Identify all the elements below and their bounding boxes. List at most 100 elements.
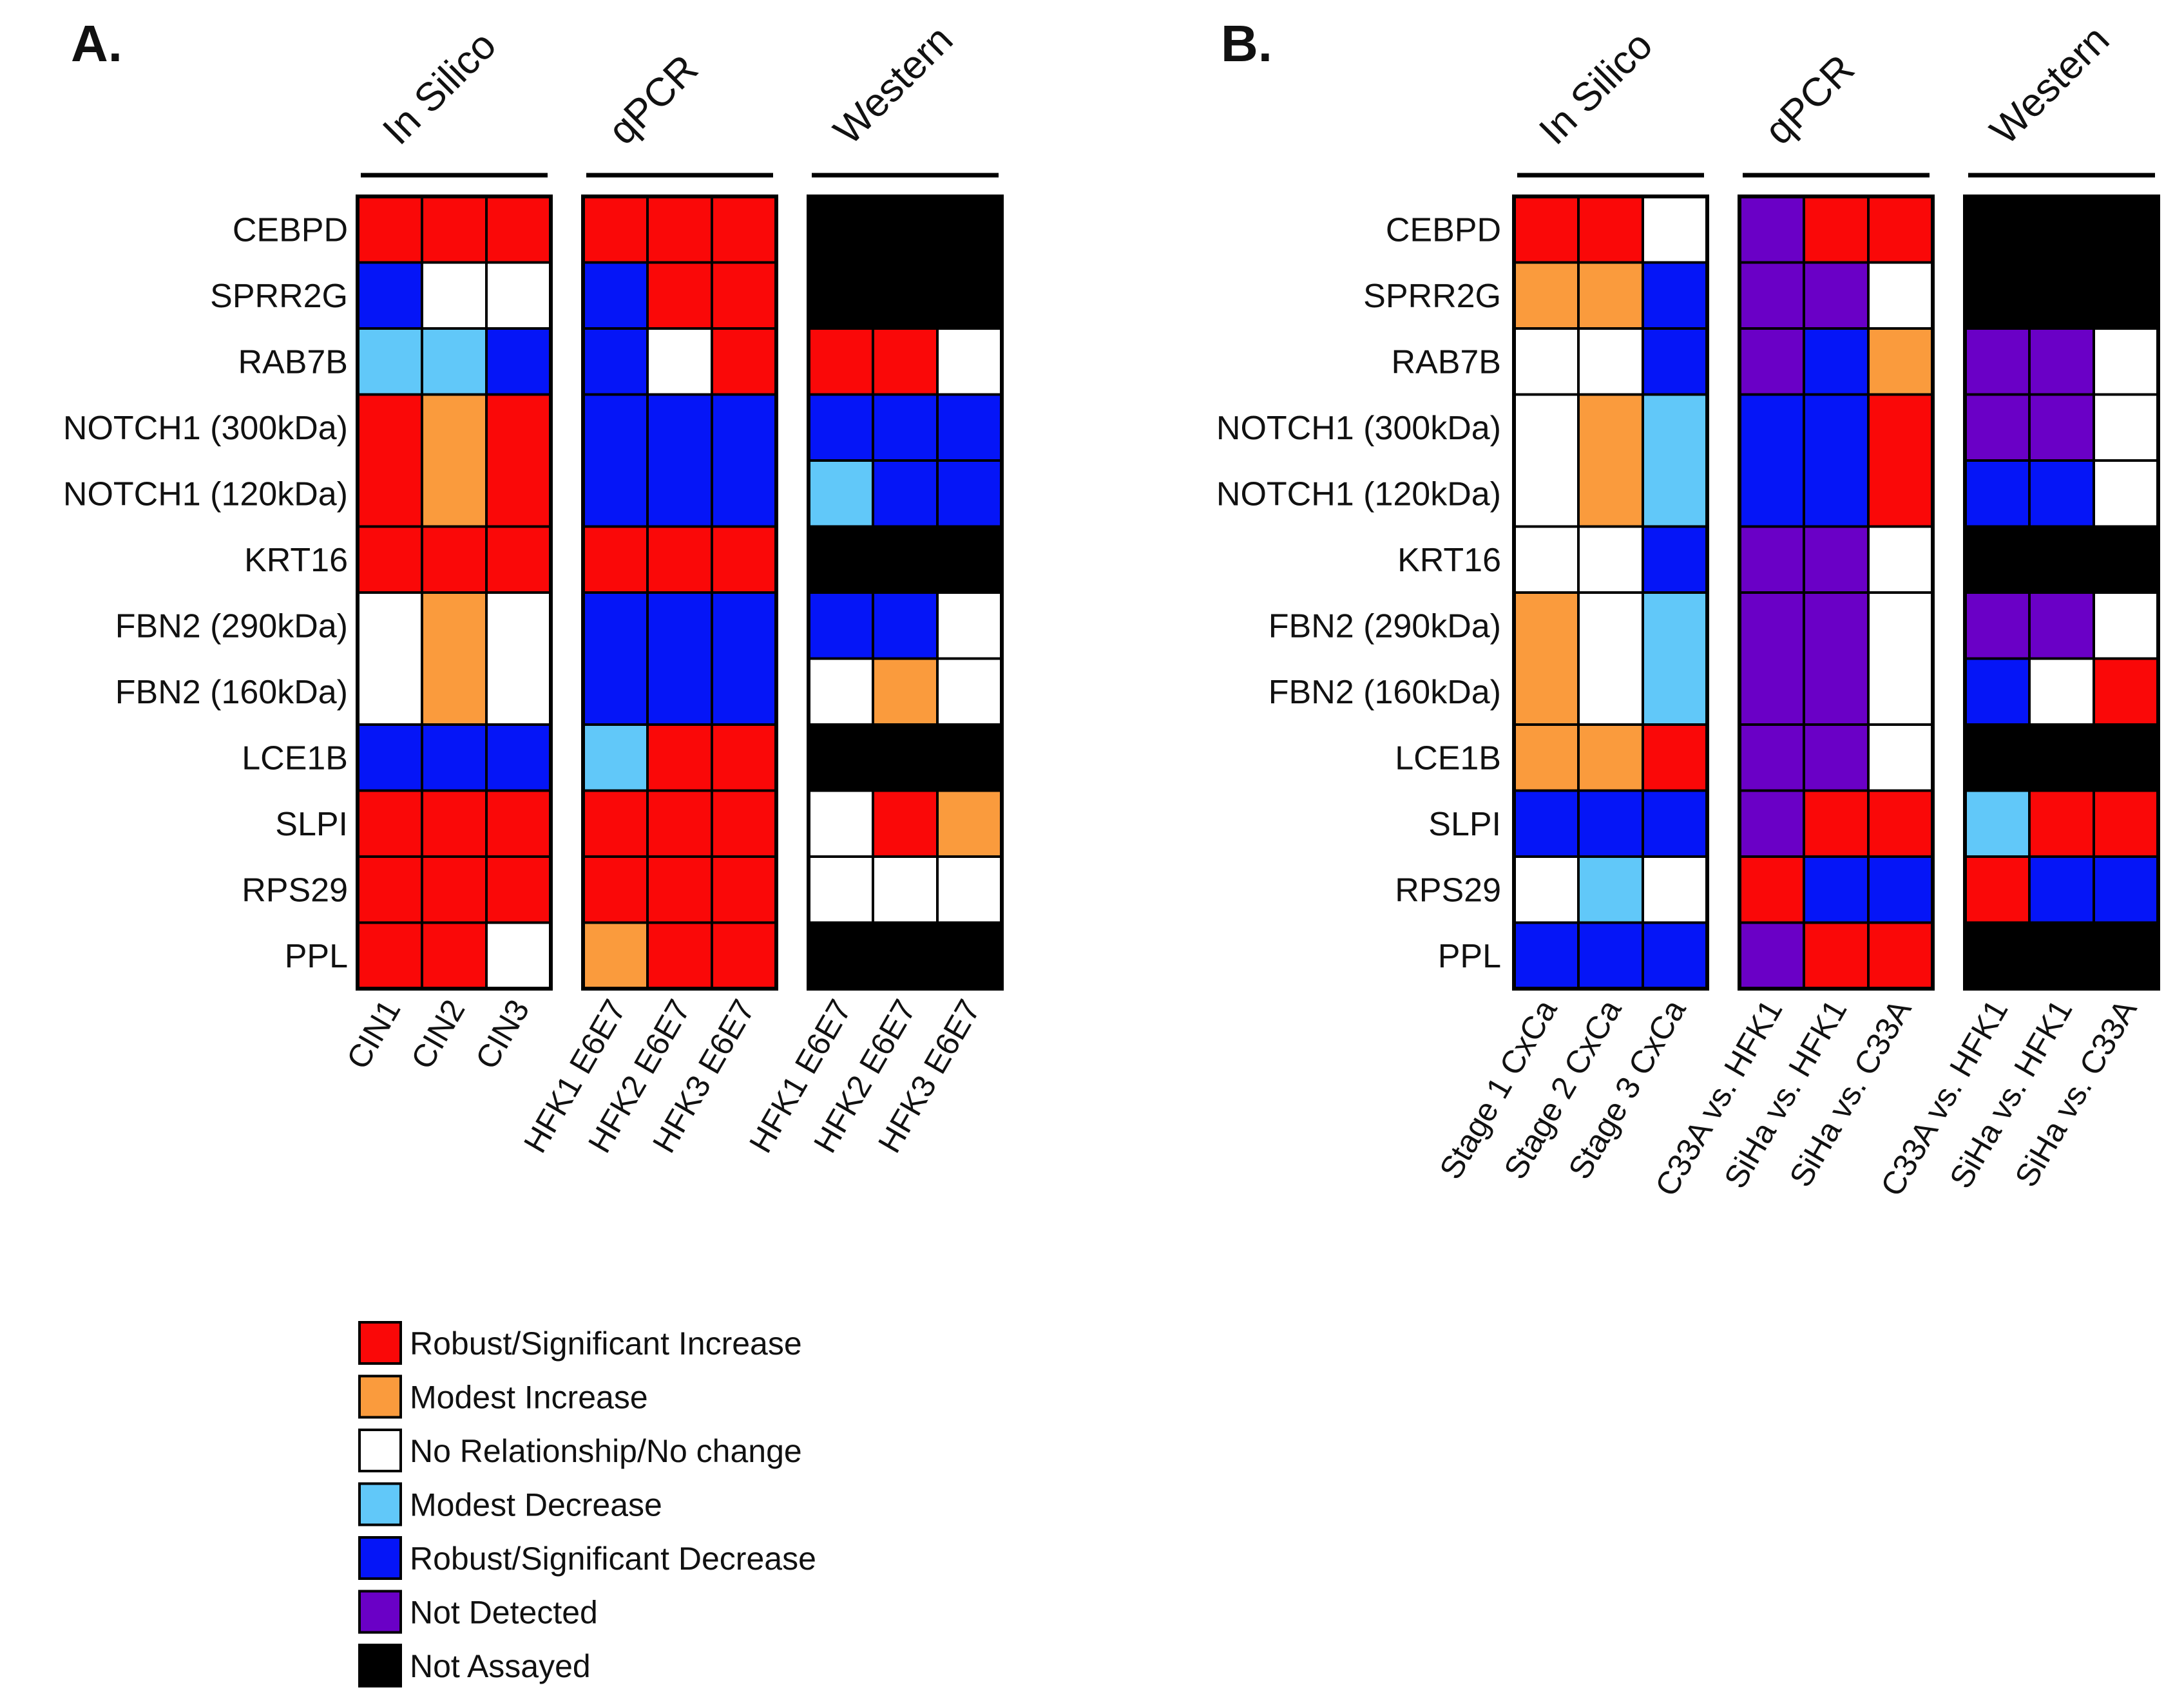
heatmap-cell	[2028, 327, 2095, 396]
panel-a: A. CEBPD SPRR2G RAB7B NOTCH1 (300kDa) NOTCH1 …	[63, 15, 1004, 1159]
heatmap-cell	[646, 591, 713, 726]
heatmap-cell	[2028, 789, 2095, 858]
heatmap-cell	[1803, 921, 1870, 990]
heatmap-cell	[421, 855, 488, 924]
heatmap-cell	[582, 591, 649, 726]
legend-item-modest-increase: Modest Increase	[358, 1374, 648, 1419]
heatmap-cell	[1642, 723, 1709, 792]
heatmap-cell	[1642, 327, 1709, 396]
legend-label: Robust/Significant Increase	[410, 1326, 802, 1362]
group-title: Western	[825, 17, 961, 153]
row-label-rps29: RPS29	[1395, 871, 1501, 909]
heatmap-cell	[711, 921, 778, 990]
legend-item-robust-significant-decrease: Robust/Significant Decrease	[358, 1536, 816, 1580]
panel-letter: A.	[71, 15, 122, 72]
legend-item-modest-decrease: Modest Decrease	[358, 1482, 662, 1526]
heatmap-cell	[1738, 261, 1805, 330]
heatmap-cell	[1964, 591, 2031, 660]
heatmap-cell	[582, 789, 649, 858]
heatmap-cell	[582, 261, 649, 330]
heatmap-cell	[1513, 195, 1580, 264]
heatmap-cell	[2093, 657, 2160, 726]
heatmap-cell	[872, 789, 939, 858]
heatmap-cell	[807, 723, 1003, 792]
heatmap-cell	[582, 393, 649, 528]
heatmap-cell	[1642, 789, 1709, 858]
heatmap-cell	[1964, 525, 2160, 594]
heatmap-cell	[2093, 789, 2160, 858]
heatmap-cell	[711, 195, 778, 264]
heatmap-cell	[1738, 921, 1805, 990]
row-label-rab7b: RAB7B	[238, 343, 348, 381]
row-label-fbn2-290kda: FBN2 (290kDa)	[115, 607, 348, 645]
heatmap-cell	[936, 327, 1003, 396]
heatmap-cell	[1867, 789, 1934, 858]
legend-item-not-detected: Not Detected	[358, 1590, 598, 1634]
heatmap-cell	[1513, 921, 1580, 990]
heatmap-cell	[582, 921, 649, 990]
heatmap-cell	[1738, 195, 1805, 264]
heatmap-cell	[936, 657, 1003, 726]
heatmap-cell	[872, 459, 939, 528]
heatmap-cell	[582, 195, 649, 264]
heatmap-cell	[1577, 921, 1644, 990]
heatmap-cell	[2093, 855, 2160, 924]
heatmap-cell	[1867, 921, 1934, 990]
heatmap-cell	[582, 855, 649, 924]
heatmap-cell	[872, 855, 939, 924]
heatmap-cell	[1513, 261, 1580, 330]
heatmap-cell	[485, 855, 552, 924]
heatmap-cell	[421, 789, 488, 858]
heatmap-cell	[356, 195, 423, 264]
legend-label: Modest Increase	[410, 1380, 648, 1416]
heatmap-cell	[1867, 195, 1934, 264]
heatmap-cell	[1867, 723, 1934, 792]
heatmap-cell	[711, 789, 778, 858]
heatmap-cell	[1738, 723, 1805, 792]
heatmap-cell	[807, 525, 1003, 594]
heatmap-cell	[421, 921, 488, 990]
heatmap-cell	[1738, 327, 1805, 396]
legend-label: Modest Decrease	[410, 1487, 662, 1523]
heatmap-cell	[356, 921, 423, 990]
heatmap-cell	[1642, 393, 1709, 528]
heatmap-cell	[711, 723, 778, 792]
row-label-krt16: KRT16	[1397, 542, 1501, 579]
heatmap-cell	[356, 591, 423, 726]
heatmap-cell	[646, 921, 713, 990]
heatmap-cell	[1964, 657, 2031, 726]
heatmap-cell	[421, 327, 488, 396]
heatmap-cell	[1513, 327, 1580, 396]
heatmap-cell	[485, 525, 552, 594]
row-label-sprr2g: SPRR2G	[210, 278, 348, 315]
row-label-cebpd: CEBPD	[233, 211, 348, 249]
heatmap-cell	[421, 393, 488, 528]
legend: Robust/Significant Increase Modest Increa…	[358, 1321, 816, 1687]
heatmap-cell	[807, 789, 874, 858]
heatmap-cell	[1577, 327, 1644, 396]
heatmap-cell	[807, 459, 874, 528]
legend-swatch	[358, 1321, 402, 1365]
heatmap-cell	[1964, 855, 2031, 924]
heatmap-cell	[421, 723, 488, 792]
heatmap-cell	[2028, 855, 2095, 924]
heatmap-cell	[1738, 525, 1805, 594]
legend-swatch	[358, 1536, 402, 1580]
row-label-slpi: SLPI	[1428, 806, 1501, 843]
heatmap-cell	[2093, 327, 2160, 396]
group-title: In Silico	[1531, 23, 1661, 153]
row-label-notch1-300kda: NOTCH1 (300kDa)	[1216, 410, 1501, 447]
heatmap-cell	[872, 327, 939, 396]
legend-item-no-relationship-no-change: No Relationship/No change	[358, 1429, 802, 1472]
heatmap-cell	[485, 789, 552, 858]
heatmap-cell	[646, 789, 713, 858]
row-label-notch1-120kda: NOTCH1 (120kDa)	[1216, 475, 1501, 513]
heatmap-cell	[936, 393, 1003, 462]
heatmap-cell	[1964, 789, 2031, 858]
heatmap-cell	[1803, 723, 1870, 792]
heatmap-cell	[2028, 393, 2095, 462]
heatmap-cell	[1577, 723, 1644, 792]
heatmap-cell	[356, 327, 423, 396]
